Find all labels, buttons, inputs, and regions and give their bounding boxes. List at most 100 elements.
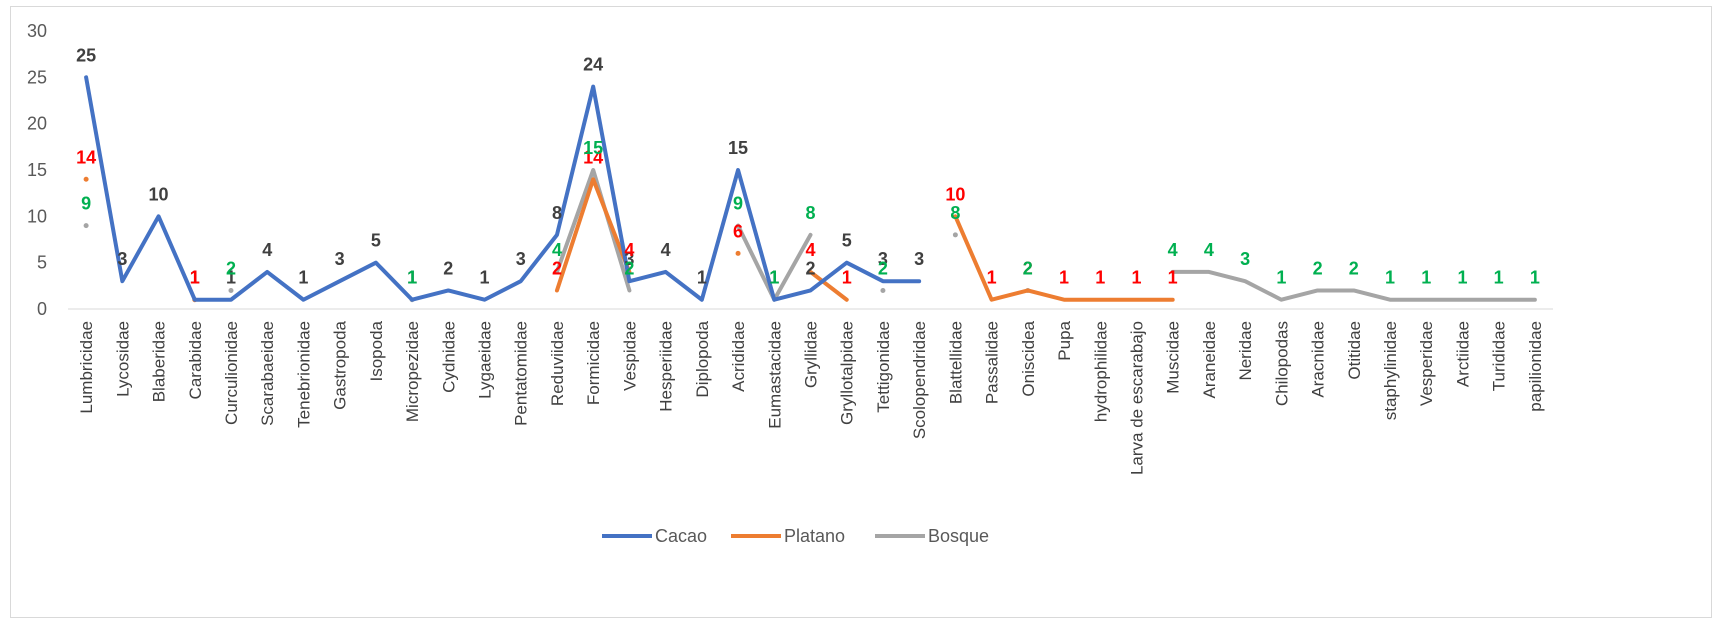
data-label-cacao: 8 xyxy=(552,203,562,223)
data-label-platano: 4 xyxy=(805,240,815,260)
series-line-bosque xyxy=(554,168,632,293)
x-tick-label: Larva de escarabajo xyxy=(1127,321,1146,475)
data-label-bosque: 1 xyxy=(1494,268,1504,288)
x-tick-label: Reduviidae xyxy=(548,321,567,406)
y-tick-label: 25 xyxy=(27,67,47,87)
series-line-cacao xyxy=(84,75,922,302)
data-label-bosque: 9 xyxy=(733,194,743,214)
data-label-cacao: 1 xyxy=(226,268,236,288)
x-tick-label: Aracnidae xyxy=(1309,321,1328,398)
data-label-bosque: 3 xyxy=(1240,249,1250,269)
data-label-cacao: 1 xyxy=(190,268,200,288)
legend-label-platano: Platano xyxy=(784,526,845,546)
x-tick-label: Otitidae xyxy=(1345,321,1364,380)
data-label-cacao: 3 xyxy=(914,249,924,269)
data-label-platano: 1 xyxy=(190,268,200,288)
data-label-platano: 1 xyxy=(987,268,997,288)
data-label-platano: 1 xyxy=(1095,268,1105,288)
x-tick-label: Pentatomidae xyxy=(512,321,531,426)
data-label-cacao: 4 xyxy=(262,240,272,260)
data-label-bosque: 9 xyxy=(81,194,91,214)
data-label-bosque: 1 xyxy=(1530,268,1540,288)
data-label-cacao: 1 xyxy=(407,268,417,288)
x-tick-label: Passalidae xyxy=(983,321,1002,404)
x-tick-label: Tenebrionidae xyxy=(294,321,313,428)
data-label-platano: 6 xyxy=(733,221,743,241)
y-tick-label: 5 xyxy=(37,253,47,273)
legend-label-bosque: Bosque xyxy=(928,526,989,546)
data-label-platano: 14 xyxy=(76,147,96,167)
data-label-cacao: 2 xyxy=(805,258,815,278)
data-label-cacao: 4 xyxy=(661,240,671,260)
x-tick-label: Blaberidae xyxy=(150,321,169,402)
data-label-cacao: 1 xyxy=(480,268,490,288)
series-line-platano xyxy=(808,269,849,302)
data-label-bosque: 2 xyxy=(1349,258,1359,278)
data-label-platano: 1 xyxy=(1059,268,1069,288)
data-label-cacao: 2 xyxy=(443,258,453,278)
x-tick-label: Cydnidae xyxy=(439,321,458,393)
x-tick-label: Eumastacidae xyxy=(765,321,784,429)
x-tick-label: Acrididae xyxy=(729,321,748,392)
x-tick-label: Carabidae xyxy=(186,321,205,399)
data-label-bosque: 4 xyxy=(1168,240,1178,260)
x-tick-label: Diplopoda xyxy=(693,320,712,397)
data-label-cacao: 1 xyxy=(298,268,308,288)
data-label-bosque: 2 xyxy=(624,258,634,278)
series-point-platano xyxy=(83,176,89,182)
data-label-cacao: 24 xyxy=(583,55,603,75)
data-label-bosque: 4 xyxy=(552,240,562,260)
data-label-bosque: 1 xyxy=(1457,268,1467,288)
data-label-cacao: 1 xyxy=(697,268,707,288)
data-label-cacao: 3 xyxy=(624,249,634,269)
data-label-platano: 14 xyxy=(583,147,603,167)
series-point-bosque xyxy=(83,223,89,229)
y-tick-label: 15 xyxy=(27,160,47,180)
x-tick-label: staphylinidae xyxy=(1381,321,1400,420)
data-label-platano: 2 xyxy=(1023,258,1033,278)
data-label-bosque: 2 xyxy=(878,258,888,278)
x-tick-label: Scarabaeidae xyxy=(258,321,277,426)
x-tick-label: hydrophilidae xyxy=(1091,321,1110,422)
y-tick-label: 10 xyxy=(27,206,47,226)
legend-label-cacao: Cacao xyxy=(655,526,707,546)
data-label-bosque: 1 xyxy=(1276,268,1286,288)
data-label-bosque: 8 xyxy=(950,203,960,223)
series-line-platano xyxy=(953,214,1175,302)
x-tick-label: Gastropoda xyxy=(331,320,350,409)
data-label-cacao: 3 xyxy=(117,249,127,269)
x-tick-label: Lumbricidae xyxy=(77,321,96,414)
x-tick-label: papilionidae xyxy=(1526,321,1545,412)
data-label-bosque: 1 xyxy=(769,268,779,288)
x-tick-label: Hesperiidae xyxy=(657,321,676,412)
data-label-bosque: 1 xyxy=(1385,268,1395,288)
data-label-cacao: 1 xyxy=(769,268,779,288)
x-tick-label: Gryllotalpidae xyxy=(838,321,857,425)
series-point-bosque xyxy=(880,287,886,293)
x-tick-label: Arctiidae xyxy=(1453,321,1472,387)
data-label-platano: 2 xyxy=(552,258,562,278)
x-tick-label: Oniscidea xyxy=(1019,320,1038,396)
x-tick-label: Vespidae xyxy=(620,321,639,391)
data-label-bosque: 2 xyxy=(1313,258,1323,278)
x-tick-label: Muscidae xyxy=(1164,321,1183,394)
series-line-bosque xyxy=(1170,269,1537,302)
x-tick-label: Neridae xyxy=(1236,321,1255,381)
series-point-platano xyxy=(735,250,741,256)
y-tick-label: 0 xyxy=(37,299,47,319)
data-label-cacao: 3 xyxy=(878,249,888,269)
chart-frame xyxy=(10,6,1712,618)
y-tick-label: 30 xyxy=(27,21,47,41)
data-label-platano: 1 xyxy=(1168,268,1178,288)
data-label-bosque: 1 xyxy=(1421,268,1431,288)
x-tick-label: Formicidae xyxy=(584,321,603,405)
x-tick-label: Pupa xyxy=(1055,320,1074,360)
x-tick-label: Araneidae xyxy=(1200,321,1219,399)
data-label-cacao: 5 xyxy=(842,231,852,251)
data-label-cacao: 5 xyxy=(371,231,381,251)
data-label-bosque: 1 xyxy=(407,268,417,288)
x-tick-label: Lycosidae xyxy=(113,321,132,397)
y-tick-label: 20 xyxy=(27,114,47,134)
x-tick-label: Isopoda xyxy=(367,320,386,381)
